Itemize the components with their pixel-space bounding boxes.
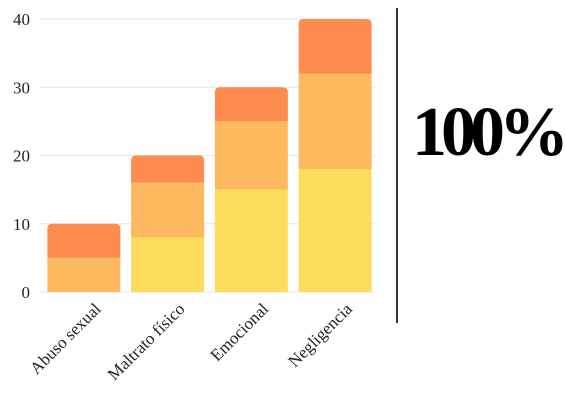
bar-segment — [131, 182, 205, 238]
bar-segment — [298, 19, 372, 74]
y-tick-label: 10 — [13, 215, 30, 234]
bar-segment — [298, 169, 372, 292]
y-tick-label: 40 — [13, 10, 30, 29]
bar-segment — [131, 237, 205, 292]
stacked-bar-chart: 0 10 20 30 40 Abuso sexual Maltrato físico Emoc… — [13, 10, 375, 384]
bar-segment — [298, 73, 372, 170]
x-category-label: Negligencia — [284, 299, 356, 371]
vertical-divider — [396, 8, 398, 323]
bar-segment — [214, 189, 288, 292]
y-tick-label: 20 — [13, 147, 30, 166]
x-category-label: Abuso sexual — [26, 299, 105, 378]
x-category-label: Emocional — [207, 299, 273, 365]
y-tick-label: 0 — [22, 283, 31, 302]
bar-segment — [47, 223, 121, 258]
y-tick-label: 30 — [13, 78, 30, 97]
bar-segment — [47, 257, 121, 292]
bar-segment — [214, 121, 288, 190]
x-category-label: Maltrato físico — [104, 299, 189, 384]
total-percentage: 100% — [412, 94, 565, 171]
bar-segment — [214, 87, 288, 122]
bar-segment — [131, 155, 205, 183]
